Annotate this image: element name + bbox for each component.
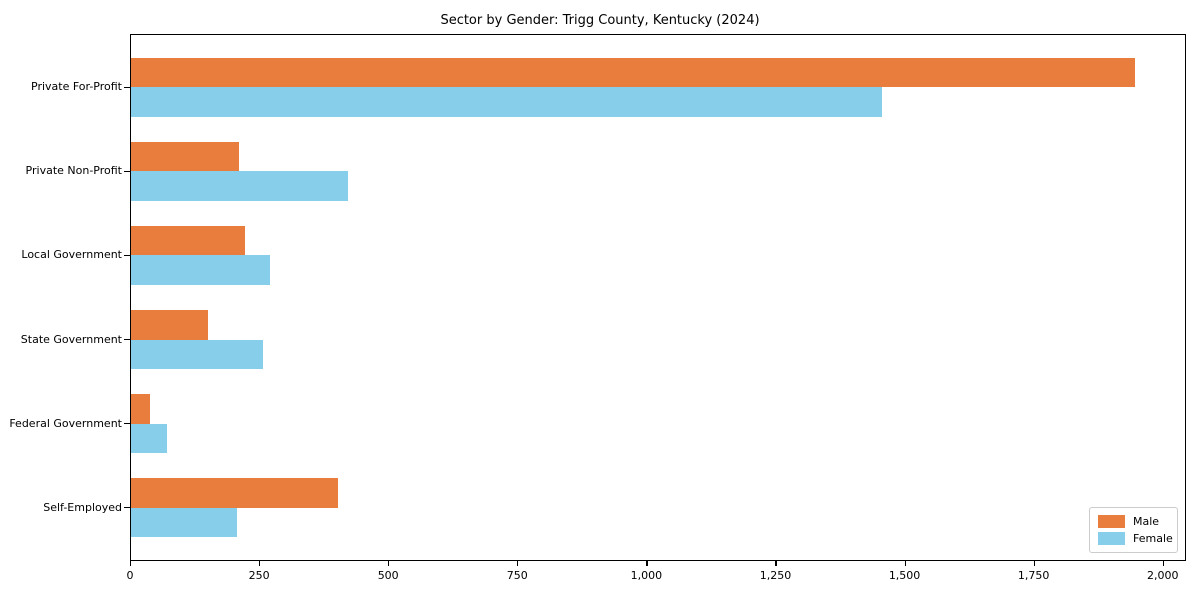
- y-axis-label: Private Non-Profit: [25, 164, 122, 178]
- legend-label: Female: [1133, 532, 1173, 546]
- bar-female: [131, 87, 883, 117]
- x-axis-tick: [259, 561, 261, 566]
- chart-title: Sector by Gender: Trigg County, Kentucky…: [440, 13, 760, 28]
- y-axis-label: Federal Government: [9, 416, 122, 430]
- y-axis-tick: [124, 338, 130, 341]
- bar-female: [131, 423, 168, 453]
- legend-item: Female: [1098, 532, 1173, 546]
- y-axis-label: State Government: [20, 332, 122, 346]
- bar-female: [131, 171, 348, 201]
- bar-male: [131, 226, 245, 256]
- y-axis-tick: [124, 170, 130, 172]
- bar-female: [131, 339, 263, 369]
- x-axis-tick: [646, 561, 648, 566]
- y-axis-label: Self-Employed: [43, 500, 122, 514]
- x-axis-tick-label: 1,000: [630, 569, 663, 582]
- x-axis-tick: [130, 561, 132, 566]
- x-axis-tick-label: 2,000: [1147, 569, 1179, 582]
- x-axis-tick-label: 1,500: [888, 569, 921, 582]
- y-axis-tick: [124, 507, 130, 509]
- y-axis-tick: [124, 86, 130, 88]
- x-axis-tick: [1033, 561, 1035, 566]
- bar-male: [131, 57, 1136, 88]
- y-axis-tick: [124, 254, 130, 257]
- legend-label: Male: [1133, 514, 1160, 528]
- plot-area: [130, 34, 1186, 561]
- bar-male: [131, 310, 209, 340]
- x-axis-tick: [904, 561, 906, 566]
- y-axis-tick: [124, 422, 130, 425]
- x-axis-tick: [775, 561, 777, 566]
- x-axis-tick-label: 1,750: [1017, 569, 1050, 582]
- bar-male: [131, 142, 240, 172]
- bar-female: [131, 507, 237, 538]
- bar-male: [131, 394, 151, 424]
- y-axis-label: Private For-Profit: [31, 80, 122, 94]
- x-axis-tick-label: 0: [126, 569, 134, 582]
- x-axis-tick: [388, 561, 390, 566]
- bar-male: [131, 478, 338, 508]
- x-axis-tick-label: 750: [506, 569, 528, 582]
- legend-swatch-male: [1098, 514, 1125, 528]
- x-axis-tick: [1162, 561, 1164, 566]
- legend-item: Male: [1098, 514, 1169, 528]
- x-axis-tick: [517, 561, 519, 566]
- legend: Male Female: [1089, 507, 1178, 553]
- x-axis-tick-label: 250: [248, 569, 270, 582]
- x-axis-tick-label: 500: [377, 569, 399, 582]
- y-axis-label: Local Government: [21, 248, 122, 262]
- bar-female: [131, 255, 271, 285]
- x-axis-tick-label: 1,250: [759, 569, 792, 582]
- legend-swatch-female: [1098, 532, 1125, 546]
